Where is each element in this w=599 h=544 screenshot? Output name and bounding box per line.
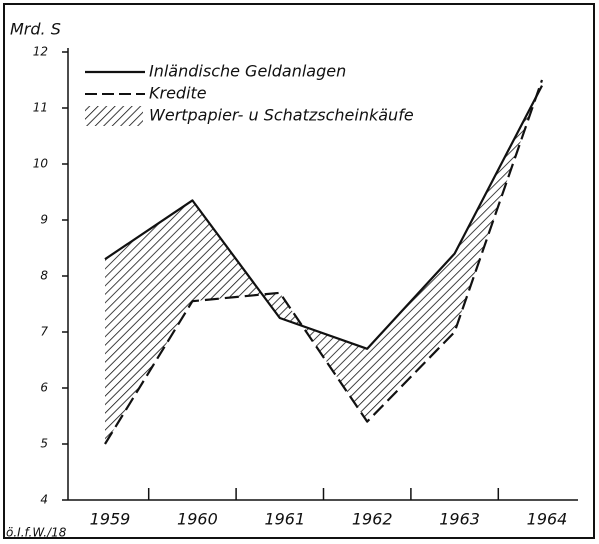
- y-tick-label: 6: [40, 381, 48, 395]
- y-tick-label: 5: [40, 437, 48, 451]
- y-tick-label: 8: [40, 269, 48, 283]
- hatched-area: [105, 80, 542, 444]
- y-tick-label: 11: [33, 101, 48, 115]
- x-tick-label: 1962: [352, 510, 393, 529]
- legend-label: Kredite: [149, 84, 207, 103]
- frame: [3, 3, 595, 539]
- source-note: ö.I.f.W./18: [6, 526, 67, 540]
- x-tick-label: 1960: [177, 510, 218, 529]
- x-tick-label: 1961: [264, 510, 305, 529]
- y-tick-label: 9: [40, 213, 48, 227]
- y-axis-label: Mrd. S: [10, 20, 61, 39]
- y-tick-label: 7: [40, 325, 48, 339]
- y-tick-label: 4: [40, 493, 48, 507]
- legend-hatch: [85, 106, 143, 126]
- x-tick-label: 1959: [90, 510, 131, 529]
- y-tick-label: 12: [33, 45, 48, 59]
- x-tick-label: 1964: [527, 510, 568, 529]
- x-tick-label: 1963: [439, 510, 480, 529]
- legend-label: Inländische Geldanlagen: [149, 62, 346, 81]
- line-series: [104, 79, 544, 445]
- y-tick-label: 10: [33, 157, 49, 171]
- legend-label: Wertpapier- u Schatzscheinkäufe: [149, 106, 414, 125]
- line-series: [104, 85, 543, 350]
